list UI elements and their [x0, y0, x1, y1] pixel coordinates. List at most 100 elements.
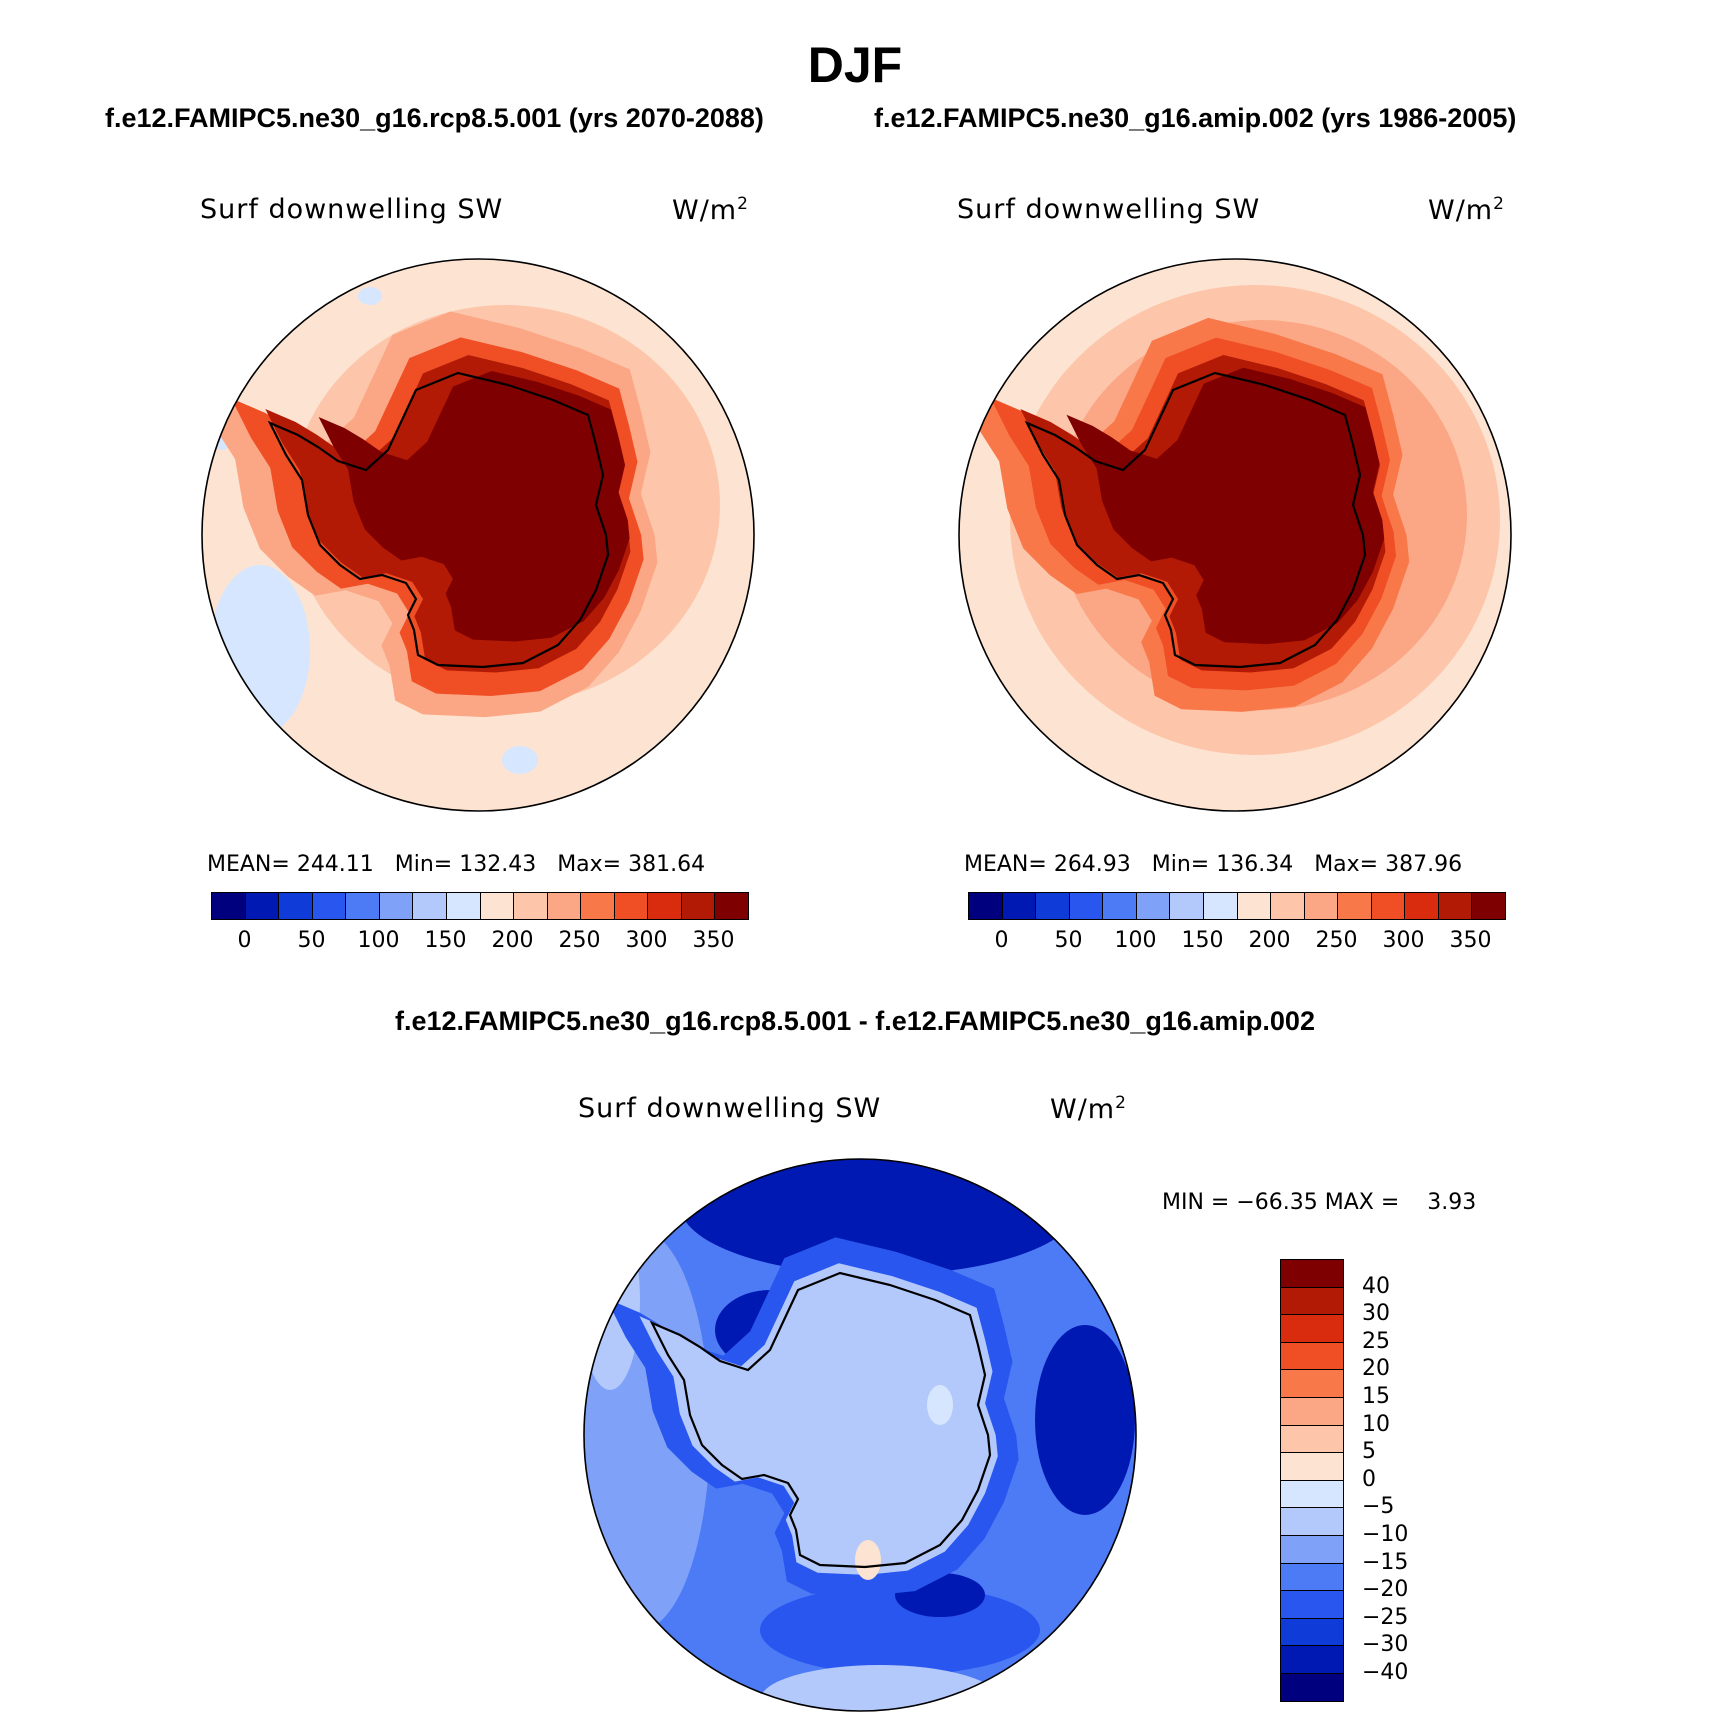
colorbar-tick-label: 20 [1362, 1356, 1390, 1382]
colorbar-cell [1281, 1618, 1343, 1647]
colorbar-tick-label: 300 [625, 928, 668, 953]
colorbar-tick-label: 100 [1114, 928, 1157, 953]
colorbar-cell [514, 893, 548, 919]
colorbar-cell [279, 893, 313, 919]
colorbar-tick-label: 40 [1362, 1273, 1390, 1299]
panel2-units: W/m2 [1428, 194, 1505, 226]
colorbar-cell [413, 893, 447, 919]
colorbar-tick-label: −30 [1362, 1632, 1409, 1658]
colorbar-cell [1281, 1508, 1343, 1536]
panel2-stats: MEAN= 264.93 Min= 136.34 Max= 387.96 [964, 852, 1463, 877]
colorbar-cell [1338, 893, 1372, 919]
colorbar-cell [1281, 1425, 1343, 1454]
colorbar-cell [715, 893, 748, 919]
colorbar-cell [581, 893, 615, 919]
colorbar-cell [1281, 1480, 1343, 1509]
figure-title: DJF [807, 37, 903, 93]
colorbar-cell [1405, 893, 1439, 919]
colorbar-cell [1371, 893, 1406, 919]
colorbar-tick-label: 150 [1181, 928, 1224, 953]
colorbar-cell [614, 893, 649, 919]
colorbar-cell [346, 893, 380, 919]
subtitle-right: f.e12.FAMIPC5.ne30_g16.amip.002 (yrs 198… [874, 103, 1517, 133]
panel1-stats: MEAN= 244.11 Min= 132.43 Max= 381.64 [207, 852, 706, 877]
colorbar-tick-label: 50 [1054, 928, 1083, 953]
colorbar-cell [1281, 1563, 1343, 1592]
colorbar-tick-label: −25 [1362, 1604, 1409, 1630]
map-panel2 [958, 258, 1512, 812]
colorbar-tick-label: 5 [1362, 1439, 1376, 1465]
subtitle-left: f.e12.FAMIPC5.ne30_g16.rcp8.5.001 (yrs 2… [105, 103, 764, 133]
colorbar-cell [1136, 893, 1171, 919]
colorbar-cell [1203, 893, 1238, 919]
colorbar-tick-label: 300 [1382, 928, 1425, 953]
colorbar-cell [379, 893, 414, 919]
colorbar-cell [547, 893, 582, 919]
panel3-units: W/m2 [1050, 1093, 1127, 1125]
colorbar-cell [1281, 1342, 1343, 1371]
colorbar-cell [1281, 1646, 1343, 1674]
colorbar-tick-label: 0 [1362, 1466, 1376, 1492]
colorbar-tick-label: −15 [1362, 1549, 1409, 1575]
colorbar-cell [969, 893, 1003, 919]
colorbar-tick-label: 30 [1362, 1301, 1390, 1327]
colorbar-tick-label: −10 [1362, 1522, 1409, 1547]
colorbar-tick-label: 250 [1315, 928, 1358, 953]
colorbar-cell [1002, 893, 1037, 919]
panel1-units: W/m2 [672, 194, 749, 226]
panel3-colorbar [1280, 1259, 1344, 1702]
colorbar-cell [1281, 1315, 1343, 1343]
panel2-colorbar-ticks: 0 50 100 150 200 250 300 350 [968, 928, 1504, 958]
panel3-variable: Surf downwelling SW [578, 1093, 882, 1124]
colorbar-cell [212, 893, 246, 919]
colorbar-cell [1281, 1453, 1343, 1481]
map-panel1 [201, 258, 755, 812]
colorbar-cell [312, 893, 347, 919]
colorbar-cell [1438, 893, 1473, 919]
colorbar-tick-label: −5 [1362, 1494, 1395, 1520]
colorbar-tick-label: 350 [1449, 928, 1492, 953]
colorbar-cell [1281, 1535, 1343, 1564]
colorbar-cell [648, 893, 682, 919]
colorbar-tick-label: 200 [1248, 928, 1291, 953]
colorbar-cell [1281, 1287, 1343, 1316]
colorbar-tick-label: 200 [491, 928, 534, 953]
colorbar-tick-label: 25 [1362, 1328, 1390, 1354]
colorbar-cell [1281, 1397, 1343, 1426]
colorbar-cell [1281, 1370, 1343, 1398]
panel1-colorbar-ticks: 0 50 100 150 200 250 300 350 [211, 928, 747, 958]
colorbar-cell [480, 893, 515, 919]
panel2-variable: Surf downwelling SW [957, 194, 1261, 225]
colorbar-tick-label: −40 [1362, 1660, 1409, 1685]
colorbar-cell [1304, 893, 1339, 919]
colorbar-cell [1069, 893, 1104, 919]
colorbar-cell [1281, 1260, 1343, 1288]
colorbar-cell [245, 893, 280, 919]
colorbar-tick-label: 50 [297, 928, 326, 953]
colorbar-tick-label: 150 [424, 928, 467, 953]
colorbar-cell [446, 893, 481, 919]
panel3-colorbar-ticks: 40 30 25 20 15 10 5 0 −5 −10 −15 −20 −25 −30 −40 [1352, 1259, 1432, 1689]
colorbar-tick-label: 0 [237, 928, 252, 953]
colorbar-tick-label: −20 [1362, 1577, 1409, 1603]
colorbar-tick-label: 15 [1362, 1384, 1390, 1409]
colorbar-tick-label: 10 [1362, 1411, 1390, 1437]
colorbar-tick-label: 0 [994, 928, 1009, 953]
diff-title: f.e12.FAMIPC5.ne30_g16.rcp8.5.001 - f.e1… [395, 1006, 1315, 1036]
colorbar-cell [1170, 893, 1204, 919]
colorbar-tick-label: 350 [692, 928, 735, 953]
panel1-colorbar [211, 892, 749, 920]
colorbar-cell [681, 893, 716, 919]
colorbar-tick-label: 250 [558, 928, 601, 953]
panel1-variable: Surf downwelling SW [200, 194, 504, 225]
colorbar-cell [1271, 893, 1305, 919]
colorbar-cell [1036, 893, 1070, 919]
colorbar-cell [1103, 893, 1137, 919]
panel2-colorbar [968, 892, 1506, 920]
colorbar-cell [1472, 893, 1505, 919]
colorbar-tick-label: 100 [357, 928, 400, 953]
panel3-stats: MIN = −66.35 MAX = 3.93 [1162, 1190, 1477, 1215]
map-panel3 [583, 1158, 1137, 1712]
colorbar-cell [1281, 1673, 1343, 1701]
